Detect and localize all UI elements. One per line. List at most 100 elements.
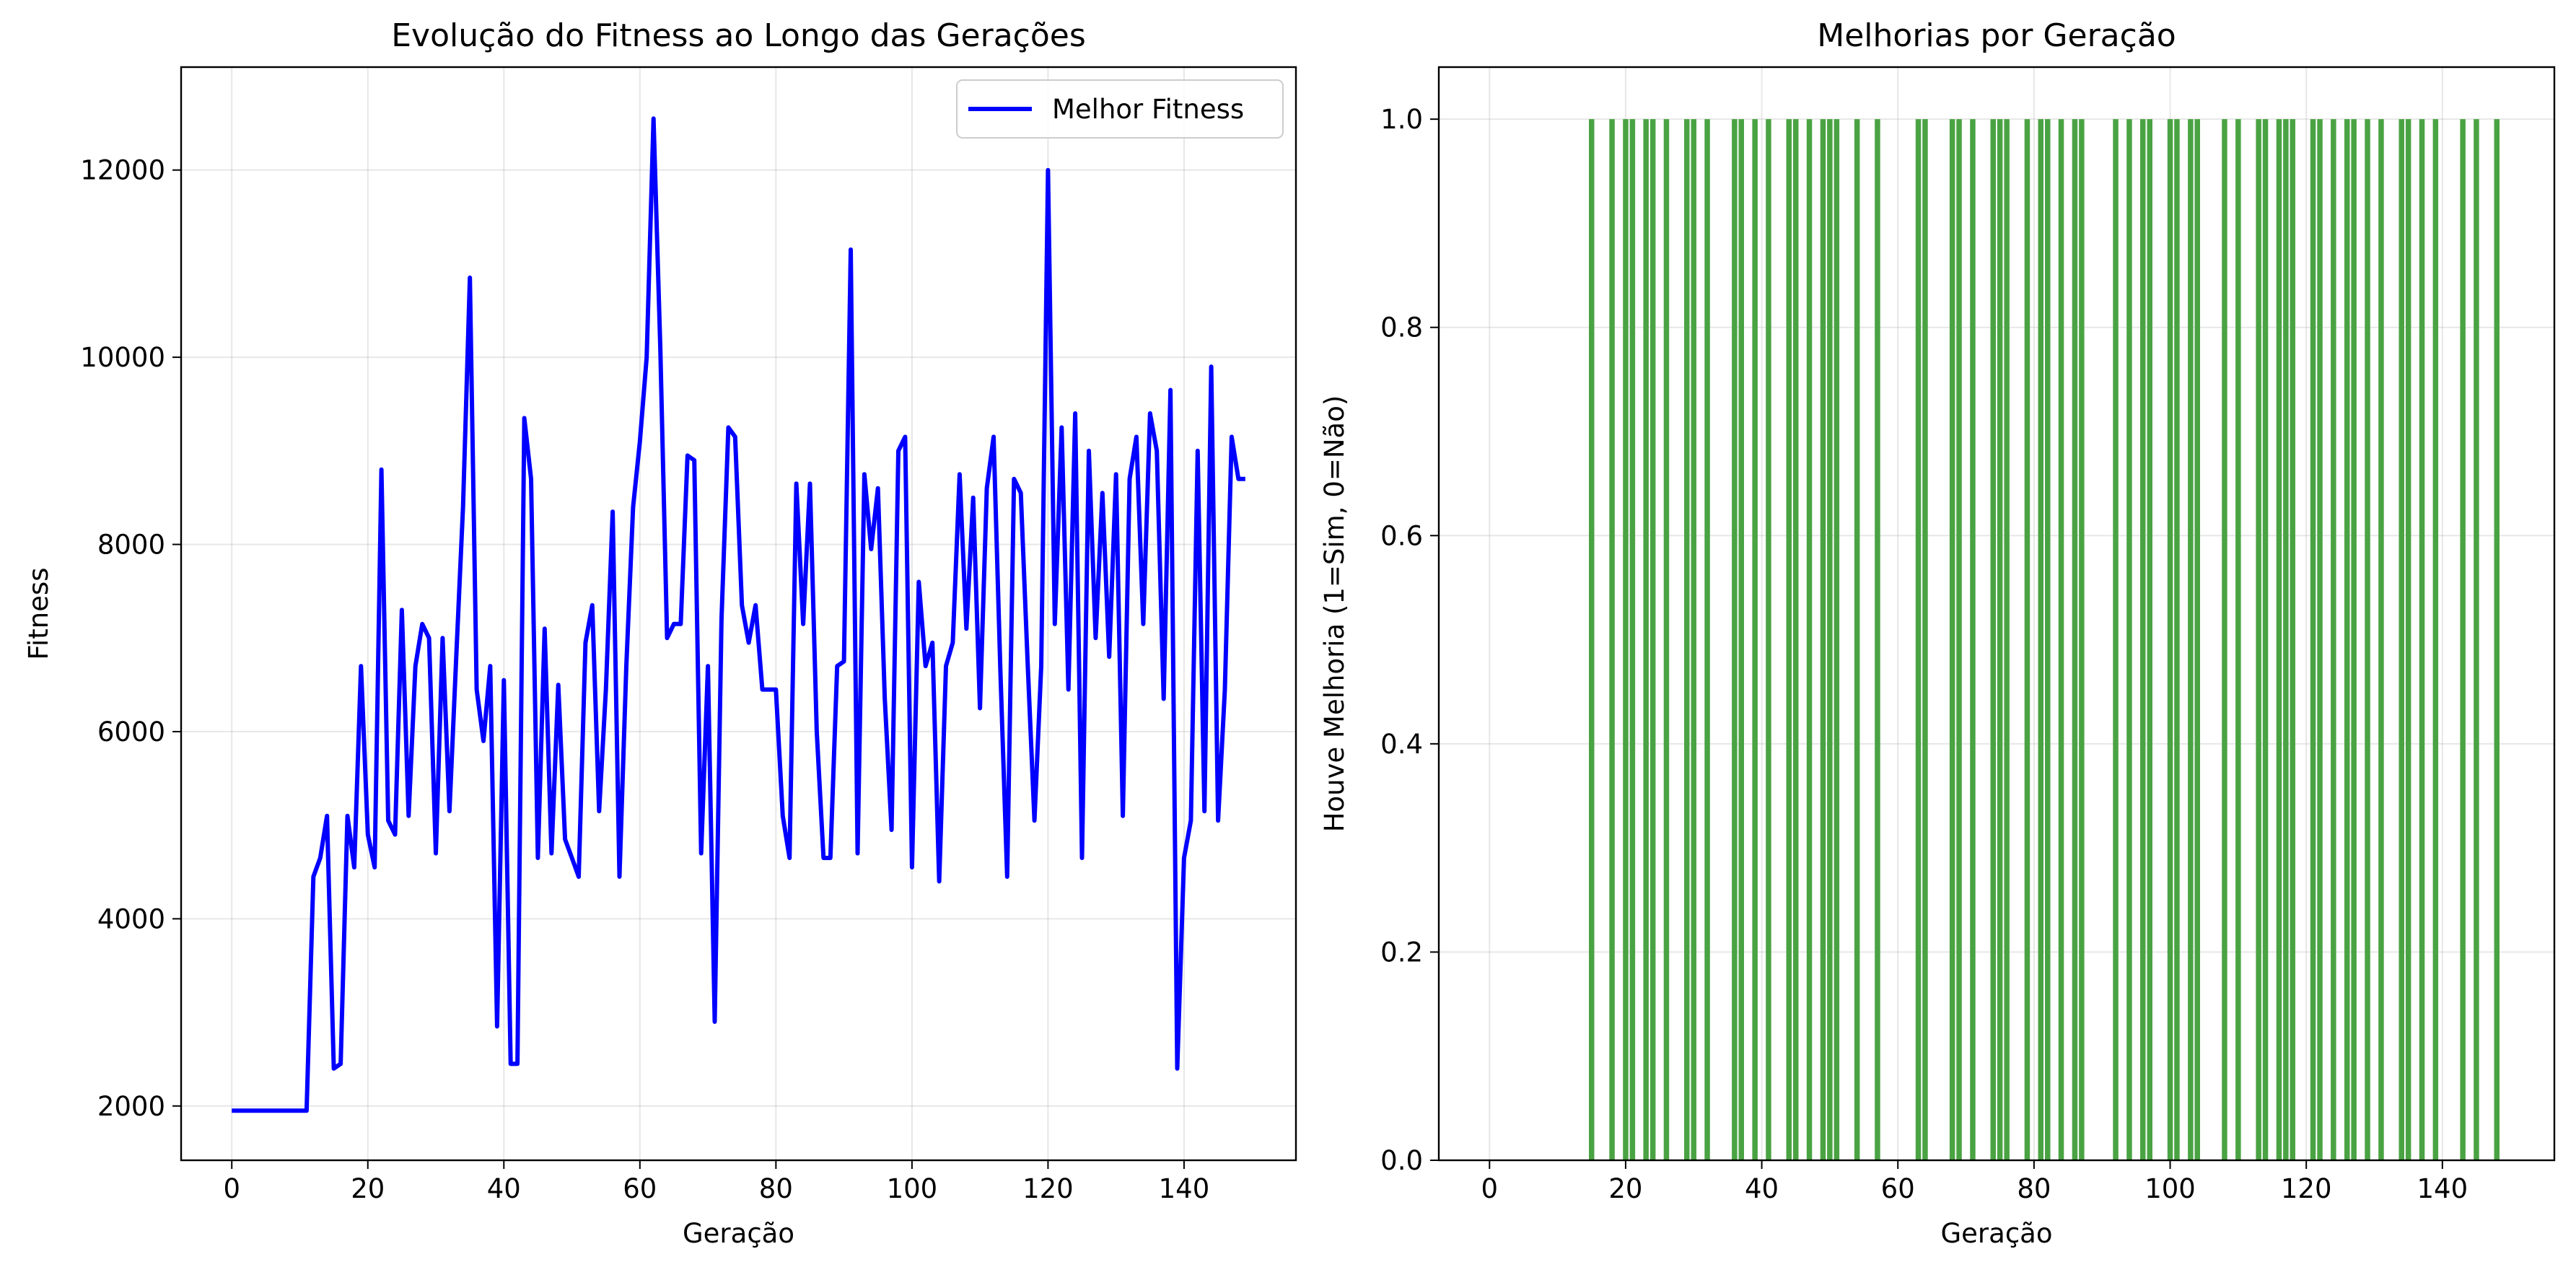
y-tick-label: 10000 xyxy=(80,342,165,373)
improvement-bar xyxy=(1766,119,1771,1161)
y-tick-label: 2000 xyxy=(97,1091,165,1122)
y-tick-label: 0.6 xyxy=(1380,520,1423,551)
improvement-bar xyxy=(2474,119,2479,1161)
x-tick-label: 140 xyxy=(2417,1173,2468,1204)
improvement-bar xyxy=(2024,119,2030,1161)
improvement-bar xyxy=(2331,119,2336,1161)
improvements-chart-title: Melhorias por Geração xyxy=(1817,17,2176,54)
x-tick-label: 120 xyxy=(1022,1173,1074,1204)
improvement-bar xyxy=(2194,119,2200,1161)
fitness-chart-title: Evolução do Fitness ao Longo das Geraçõe… xyxy=(391,17,1086,54)
improvements-y-axis-label: Houve Melhoria (1=Sim, 0=Não) xyxy=(1319,395,1350,833)
improvement-bar xyxy=(1854,119,1860,1161)
improvement-bar xyxy=(2283,119,2289,1161)
improvement-bar xyxy=(2072,119,2078,1161)
improvement-bar xyxy=(2310,119,2316,1161)
x-tick-label: 40 xyxy=(1745,1173,1779,1204)
improvement-bar xyxy=(2140,119,2146,1161)
improvement-bar xyxy=(1752,119,1758,1161)
y-tick-label: 12000 xyxy=(80,155,165,186)
improvement-bar xyxy=(1970,119,1976,1161)
improvement-bar xyxy=(2290,119,2295,1161)
improvement-bar xyxy=(2262,119,2269,1161)
improvement-bar xyxy=(2405,119,2411,1161)
improvement-bar xyxy=(2419,119,2425,1161)
improvements-axes-frame xyxy=(1437,66,2556,1162)
fitness-line-chart: 0 20 40 60 80 100 120 140 2000 4000 6000 8000 10000 1… xyxy=(23,17,1297,1249)
x-tick-label: 60 xyxy=(1881,1173,1915,1204)
improvement-bar xyxy=(1990,119,1996,1161)
improvement-bar xyxy=(2004,119,2010,1161)
series-line-melhor-fitness xyxy=(232,116,1245,1113)
improvement-bar xyxy=(2365,119,2370,1161)
improvement-bar xyxy=(1623,119,1629,1161)
improvement-bar xyxy=(1589,119,1595,1161)
improvement-bar xyxy=(1922,119,1928,1161)
improvement-bar xyxy=(2058,119,2064,1161)
improvement-bar xyxy=(1956,119,1962,1161)
improvement-bar xyxy=(2126,119,2132,1161)
fitness-series-group xyxy=(232,116,1245,1113)
fitness-x-axis-label: Geração xyxy=(683,1218,794,1249)
fitness-legend: Melhor Fitness xyxy=(956,79,1284,139)
improvement-bar xyxy=(1732,119,1738,1161)
x-tick-label: 20 xyxy=(351,1173,385,1204)
improvement-bar xyxy=(1806,119,1813,1161)
x-tick-label: 120 xyxy=(2281,1173,2332,1204)
improvement-bar xyxy=(1738,119,1744,1161)
improvement-bar xyxy=(2494,119,2500,1161)
y-tick-label: 0.0 xyxy=(1380,1145,1423,1176)
improvement-bar xyxy=(2460,119,2466,1161)
improvement-bar xyxy=(1875,119,1880,1161)
y-tick-label: 6000 xyxy=(97,717,165,748)
improvement-bar xyxy=(1915,119,1922,1161)
legend-label-melhor-fitness: Melhor Fitness xyxy=(1052,94,1244,125)
improvement-bar xyxy=(2045,119,2051,1161)
improvement-bar xyxy=(2351,119,2357,1161)
improvement-bar xyxy=(2276,119,2282,1161)
improvement-bar xyxy=(1827,119,1833,1161)
improvement-bar xyxy=(1629,119,1636,1161)
improvements-bars-group xyxy=(1589,119,2500,1161)
improvement-bar xyxy=(2167,119,2173,1161)
improvement-bar xyxy=(2344,119,2350,1161)
improvement-bar xyxy=(1834,119,1840,1161)
x-tick-label: 20 xyxy=(1608,1173,1642,1204)
y-tick-label: 8000 xyxy=(97,530,165,561)
improvement-bar xyxy=(1643,119,1649,1161)
improvement-bar xyxy=(1949,119,1955,1161)
improvement-bar xyxy=(1684,119,1690,1161)
improvement-bar xyxy=(1663,119,1670,1161)
improvement-bar xyxy=(1704,119,1710,1161)
improvement-bar xyxy=(2432,119,2439,1161)
x-tick-label: 0 xyxy=(1481,1173,1498,1204)
improvement-bar xyxy=(1786,119,1792,1161)
improvement-bar xyxy=(2378,119,2384,1161)
x-tick-label: 0 xyxy=(223,1173,240,1204)
improvements-bar-chart: 0 20 40 60 80 100 120 140 0.0 0.2 0.4 0.6 0.8 1.0 Mel… xyxy=(1319,17,2556,1249)
improvements-ticks: 0 20 40 60 80 100 120 140 0.0 0.2 0.4 0.6 0.8 1.0 xyxy=(1380,104,2468,1204)
improvements-x-axis-label: Geração xyxy=(1941,1218,2053,1249)
improvement-bar xyxy=(2038,119,2043,1161)
improvement-bar xyxy=(2174,119,2180,1161)
y-tick-label: 0.2 xyxy=(1380,937,1423,968)
improvement-bar xyxy=(1997,119,2003,1161)
improvement-bar xyxy=(2235,119,2241,1161)
improvement-bar xyxy=(1650,119,1656,1161)
y-tick-label: 4000 xyxy=(97,903,165,934)
x-tick-label: 60 xyxy=(623,1173,657,1204)
fitness-grid xyxy=(181,67,1296,1160)
x-tick-label: 80 xyxy=(2017,1173,2051,1204)
y-tick-label: 0.4 xyxy=(1380,729,1423,760)
legend-box xyxy=(956,79,1284,139)
improvement-bar xyxy=(2398,119,2404,1161)
improvement-bar xyxy=(2222,119,2227,1161)
fitness-y-axis-label: Fitness xyxy=(23,567,54,660)
improvement-bar xyxy=(2079,119,2085,1161)
x-tick-label: 100 xyxy=(887,1173,938,1204)
improvement-bar xyxy=(2147,119,2152,1161)
x-tick-label: 40 xyxy=(487,1173,521,1204)
x-tick-label: 140 xyxy=(1159,1173,1210,1204)
x-tick-label: 80 xyxy=(759,1173,793,1204)
improvement-bar xyxy=(1793,119,1799,1161)
